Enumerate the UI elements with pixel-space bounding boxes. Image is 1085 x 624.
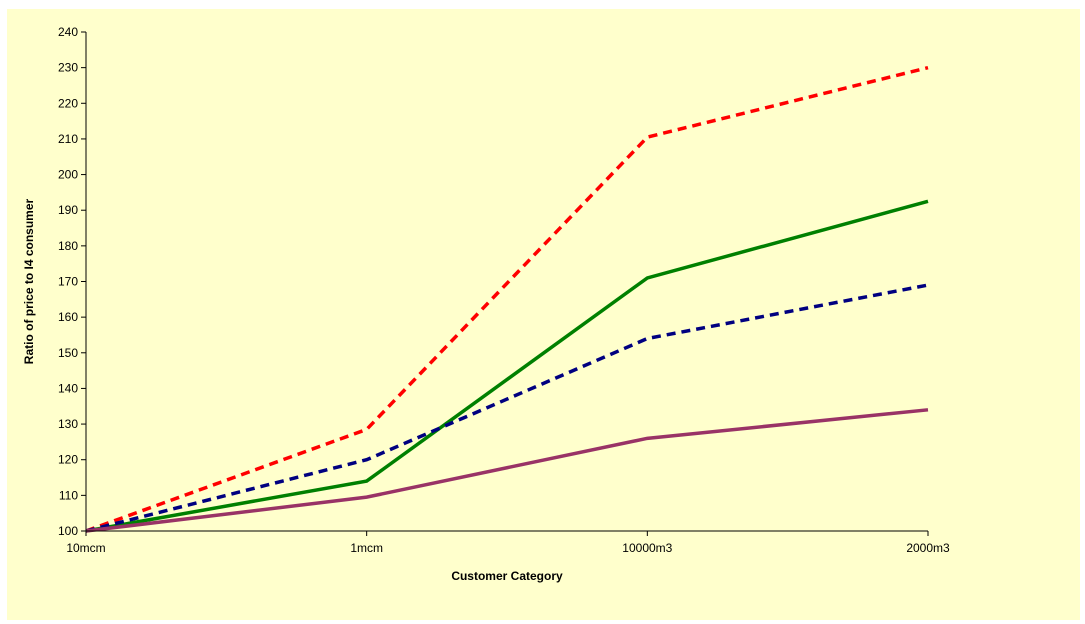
labels-layer: 100 110 120 130 140 150 160 170 180 190 200 210 220 2… [58,25,950,555]
y-tick-label: 110 [59,488,78,502]
y-tick-label: 240 [58,25,78,39]
x-tick-label: 10000m3 [622,541,672,555]
chart-area: 100 110 120 130 140 150 160 170 180 190 200 210 220 2… [7,9,1080,620]
x-tick-label: 10mcm [66,541,105,555]
series-line-1 [85,65,929,533]
y-tick-label: 140 [58,381,78,395]
y-tick-label: 220 [58,96,78,110]
series-line-2 [85,199,929,533]
series-line-4 [85,408,929,533]
y-axis-title: Ratio of price to I4 consumer [22,198,36,364]
y-tick-label: 200 [58,168,78,182]
y-tick-label: 130 [58,417,78,431]
axes-layer [81,31,929,536]
x-tick-label: 2000m3 [906,541,950,555]
y-tick-label: 120 [58,453,78,467]
y-tick-label: 170 [58,275,78,289]
line-chart: 100 110 120 130 140 150 160 170 180 190 200 210 220 2… [22,25,950,583]
y-tick-label: 150 [58,346,78,360]
y-tick-label: 100 [58,524,78,538]
x-tick-label: 1mcm [350,541,383,555]
y-tick-label: 230 [58,61,78,75]
y-tick-label: 190 [58,203,78,217]
y-tick-label: 210 [58,132,78,146]
series-line-3 [85,283,929,533]
y-tick-label: 160 [58,310,78,324]
series-layer [85,65,929,533]
y-tick-label: 180 [58,239,78,253]
x-axis-title: Customer Category [451,569,563,583]
